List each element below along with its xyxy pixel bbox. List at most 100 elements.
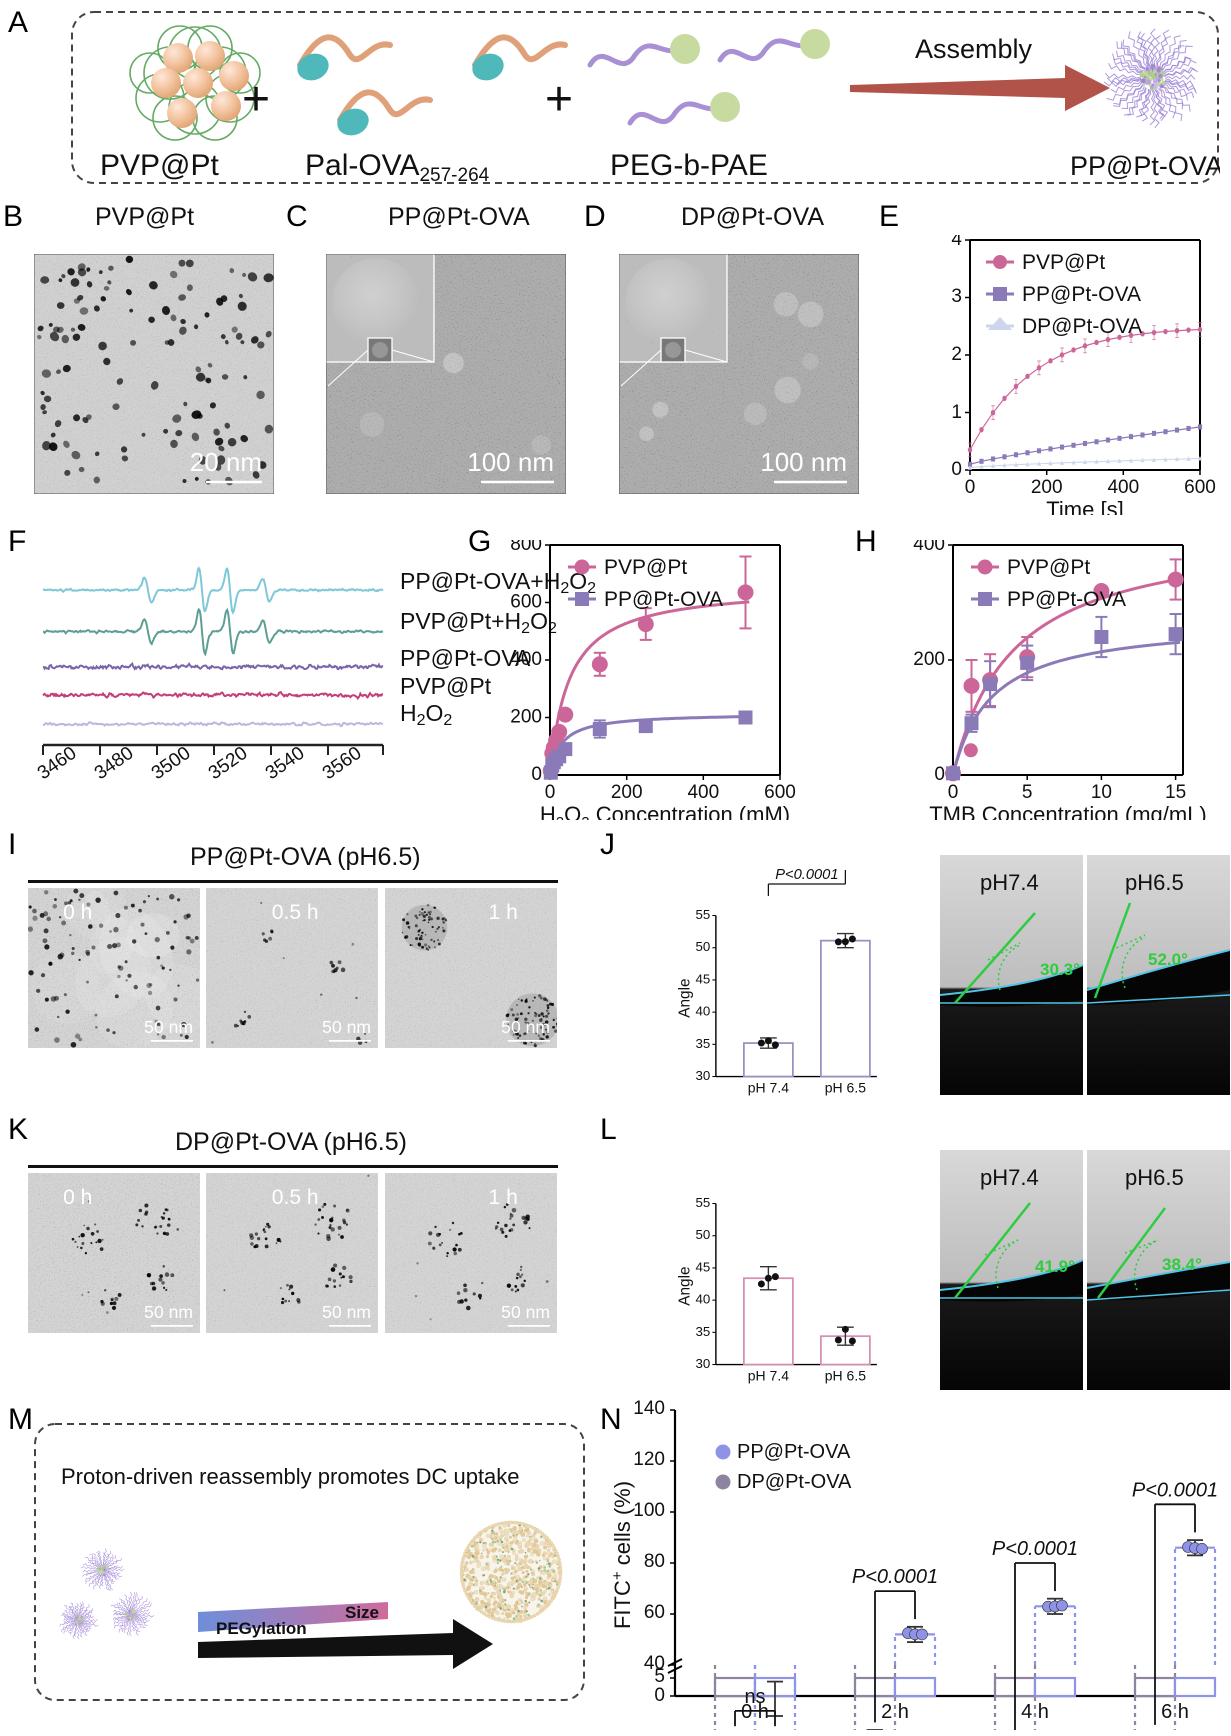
svg-text:45: 45 xyxy=(695,971,710,986)
svg-text:PEG-b-PAE: PEG-b-PAE xyxy=(610,149,768,182)
svg-text:60: 60 xyxy=(644,1602,665,1623)
svg-text:2 h: 2 h xyxy=(881,1701,909,1723)
svg-text:0: 0 xyxy=(531,764,542,785)
svg-text:Angle: Angle xyxy=(676,978,693,1017)
svg-text:0 h: 0 h xyxy=(63,1186,92,1209)
svg-text:4: 4 xyxy=(951,235,962,250)
svg-text:50: 50 xyxy=(695,939,710,954)
svg-text:PVP@Pt: PVP@Pt xyxy=(100,149,219,182)
svg-text:50 nm: 50 nm xyxy=(501,1302,550,1322)
svg-text:400: 400 xyxy=(687,782,719,803)
svg-text:200: 200 xyxy=(510,707,542,728)
svg-text:2: 2 xyxy=(951,344,962,365)
svg-text:40: 40 xyxy=(695,1004,710,1019)
svg-text:PP@Pt-OVA: PP@Pt-OVA xyxy=(737,1441,851,1463)
svg-text:PP@Pt-OVA: PP@Pt-OVA xyxy=(604,588,723,611)
svg-text:pH6.5: pH6.5 xyxy=(1125,870,1184,895)
svg-text:800: 800 xyxy=(510,540,542,555)
svg-text:50 nm: 50 nm xyxy=(322,1302,371,1322)
svg-text:3480: 3480 xyxy=(91,743,138,784)
svg-text:50 nm: 50 nm xyxy=(501,1017,550,1037)
svg-text:P<0.0001: P<0.0001 xyxy=(1132,1479,1218,1501)
svg-text:55: 55 xyxy=(695,1195,710,1210)
svg-text:Assembly: Assembly xyxy=(915,34,1033,64)
svg-text:pH 7.4: pH 7.4 xyxy=(748,1368,789,1384)
svg-text:0: 0 xyxy=(545,782,556,803)
svg-text:Proton-driven reassembly promo: Proton-driven reassembly promotes DC upt… xyxy=(61,1464,520,1489)
svg-text:0: 0 xyxy=(948,782,959,803)
svg-text:30: 30 xyxy=(695,1356,710,1371)
svg-text:0: 0 xyxy=(965,477,976,498)
svg-text:ns: ns xyxy=(744,1686,765,1708)
svg-text:100: 100 xyxy=(633,1500,665,1521)
svg-text:pH7.4: pH7.4 xyxy=(980,870,1039,895)
svg-text:P<0.0001: P<0.0001 xyxy=(852,1566,938,1588)
svg-text:38.4°: 38.4° xyxy=(1162,1255,1202,1274)
svg-text:Time [s]: Time [s] xyxy=(1046,497,1123,515)
svg-text:1 h: 1 h xyxy=(489,1186,518,1209)
svg-text:3520: 3520 xyxy=(205,743,252,784)
svg-text:PEGylation: PEGylation xyxy=(216,1619,307,1638)
svg-text:PP@Pt-OVA: PP@Pt-OVA xyxy=(1007,588,1126,611)
svg-text:100 nm: 100 nm xyxy=(760,447,847,477)
svg-text:6 h: 6 h xyxy=(1161,1701,1189,1723)
svg-text:120: 120 xyxy=(633,1449,665,1470)
svg-text:55: 55 xyxy=(695,907,710,922)
svg-text:600: 600 xyxy=(1184,477,1216,498)
svg-text:pH 6.5: pH 6.5 xyxy=(825,1080,866,1096)
svg-text:Size: Size xyxy=(345,1603,379,1622)
svg-text:P<0.0001: P<0.0001 xyxy=(775,867,838,883)
svg-text:PVP@Pt: PVP@Pt xyxy=(1007,556,1090,579)
svg-text:0: 0 xyxy=(654,1685,665,1706)
svg-text:52.0°: 52.0° xyxy=(1148,950,1188,969)
svg-text:400: 400 xyxy=(510,649,542,670)
svg-text:3460: 3460 xyxy=(34,743,81,784)
svg-text:3: 3 xyxy=(951,286,962,307)
svg-text:600: 600 xyxy=(510,592,542,613)
svg-text:P<0.0001: P<0.0001 xyxy=(992,1538,1078,1560)
svg-text:400: 400 xyxy=(1107,477,1139,498)
svg-text:5: 5 xyxy=(1022,782,1033,803)
svg-text:0.5 h: 0.5 h xyxy=(272,901,319,924)
svg-text:Angle: Angle xyxy=(676,1266,693,1305)
svg-text:30: 30 xyxy=(695,1068,710,1083)
svg-text:FITC+ cells (%): FITC+ cells (%) xyxy=(609,1481,635,1629)
svg-text:+: + xyxy=(242,73,270,126)
svg-text:1 h: 1 h xyxy=(489,901,518,924)
svg-text:40: 40 xyxy=(695,1292,710,1307)
svg-text:3560: 3560 xyxy=(319,743,366,784)
svg-text:pH7.4: pH7.4 xyxy=(980,1165,1039,1190)
svg-text:50 nm: 50 nm xyxy=(144,1302,193,1322)
svg-text:DP@Pt-OVA: DP@Pt-OVA xyxy=(737,1471,852,1493)
svg-text:30.3°: 30.3° xyxy=(1040,960,1080,979)
svg-text:0: 0 xyxy=(951,459,962,480)
svg-text:40: 40 xyxy=(644,1653,665,1674)
svg-text:41.9°: 41.9° xyxy=(1035,1257,1075,1276)
svg-text:50 nm: 50 nm xyxy=(144,1017,193,1037)
svg-text:4 h: 4 h xyxy=(1021,1701,1049,1723)
svg-text:1: 1 xyxy=(951,402,962,423)
svg-text:PVP@Pt: PVP@Pt xyxy=(1022,251,1105,274)
svg-text:35: 35 xyxy=(695,1324,710,1339)
svg-text:0 h: 0 h xyxy=(63,901,92,924)
svg-text:15: 15 xyxy=(1165,782,1186,803)
svg-text:pH 6.5: pH 6.5 xyxy=(825,1368,866,1384)
svg-text:pH6.5: pH6.5 xyxy=(1125,1165,1184,1190)
svg-text:pH 7.4: pH 7.4 xyxy=(748,1080,789,1096)
svg-text:3540: 3540 xyxy=(262,743,309,784)
svg-text:200: 200 xyxy=(611,782,643,803)
svg-text:200: 200 xyxy=(1031,477,1063,498)
svg-text:3500: 3500 xyxy=(148,743,195,784)
svg-text:H2O2 Concentration (mM): H2O2 Concentration (mM) xyxy=(540,802,790,820)
svg-text:400: 400 xyxy=(913,540,945,555)
svg-text:50 nm: 50 nm xyxy=(322,1017,371,1037)
svg-text:DP@Pt-OVA: DP@Pt-OVA xyxy=(1022,315,1142,338)
svg-text:PP@Pt-OVA: PP@Pt-OVA xyxy=(1070,151,1220,181)
svg-text:PP@Pt-OVA: PP@Pt-OVA xyxy=(1022,283,1141,306)
svg-text:20 nm: 20 nm xyxy=(190,447,262,477)
svg-text:10: 10 xyxy=(1091,782,1112,803)
svg-text:100 nm: 100 nm xyxy=(467,447,554,477)
svg-text:45: 45 xyxy=(695,1259,710,1274)
svg-text:600: 600 xyxy=(764,782,796,803)
svg-text:PVP@Pt: PVP@Pt xyxy=(604,556,687,579)
